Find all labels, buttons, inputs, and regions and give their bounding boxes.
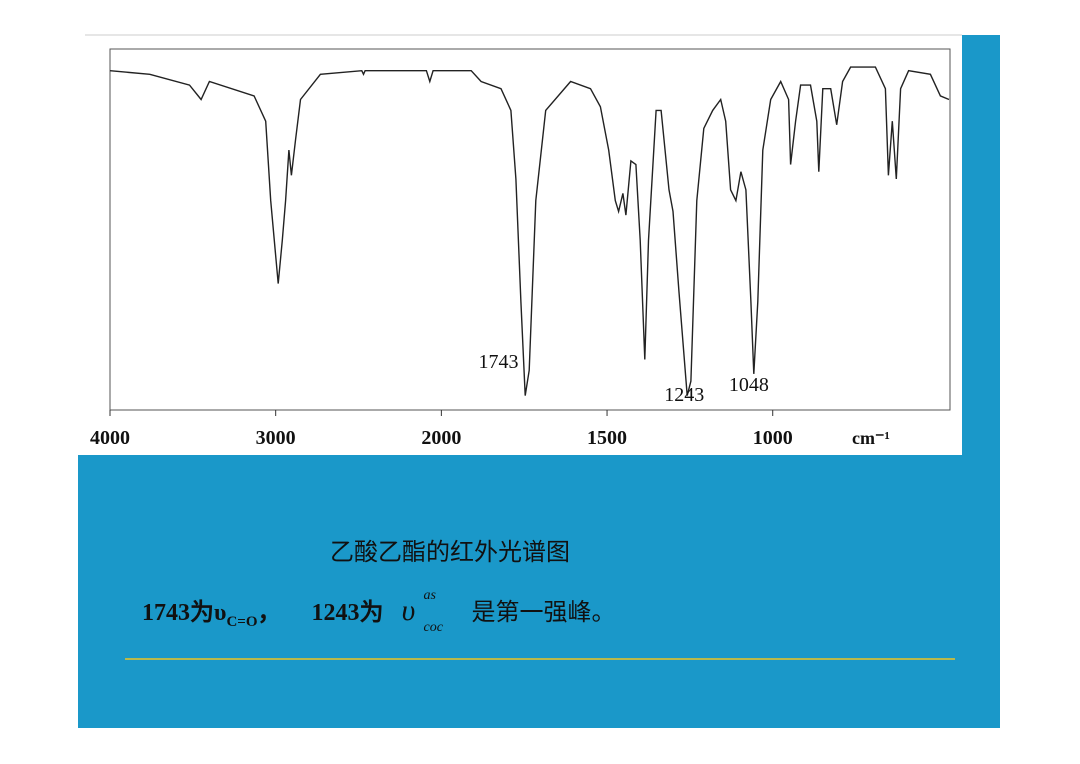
caption-line: 1743为υC=O， 1243为 υ as coc 是第一强峰。 bbox=[142, 588, 616, 635]
caption-text: ， bbox=[257, 600, 282, 626]
symbol-sub: coc bbox=[423, 620, 443, 635]
chart: cm⁻¹ 4000 3000 2000 1500 1000 1743 1243 1048 bbox=[85, 34, 962, 449]
peak-label: 1743 bbox=[479, 351, 519, 373]
peak-label: 1048 bbox=[729, 374, 769, 396]
spectrum-line bbox=[109, 66, 950, 396]
peak-label: 1243 bbox=[664, 384, 704, 406]
x-axis-label: cm⁻¹ bbox=[852, 428, 890, 448]
divider bbox=[125, 658, 955, 660]
x-tick-label: 1500 bbox=[587, 427, 627, 449]
caption-text: 是第一强峰。 bbox=[471, 598, 616, 626]
caption-text: 1743为υ bbox=[142, 600, 227, 626]
x-tick-label: 4000 bbox=[90, 427, 130, 449]
caption-text: 1243为 bbox=[311, 600, 384, 626]
caption-title: 乙酸乙酯的红外光谱图 bbox=[330, 538, 570, 566]
symbol-char: υ bbox=[401, 594, 416, 627]
x-tick-label: 3000 bbox=[256, 427, 296, 449]
blue-panel bbox=[78, 455, 1000, 728]
symbol: υ as coc bbox=[401, 588, 472, 635]
x-tick-label: 1000 bbox=[753, 427, 793, 449]
caption-sub: C=O bbox=[226, 614, 258, 630]
symbol-sup: as bbox=[423, 588, 436, 603]
blue-strip bbox=[962, 35, 1000, 455]
x-tick-label: 2000 bbox=[421, 427, 461, 449]
plot-frame bbox=[109, 48, 951, 411]
